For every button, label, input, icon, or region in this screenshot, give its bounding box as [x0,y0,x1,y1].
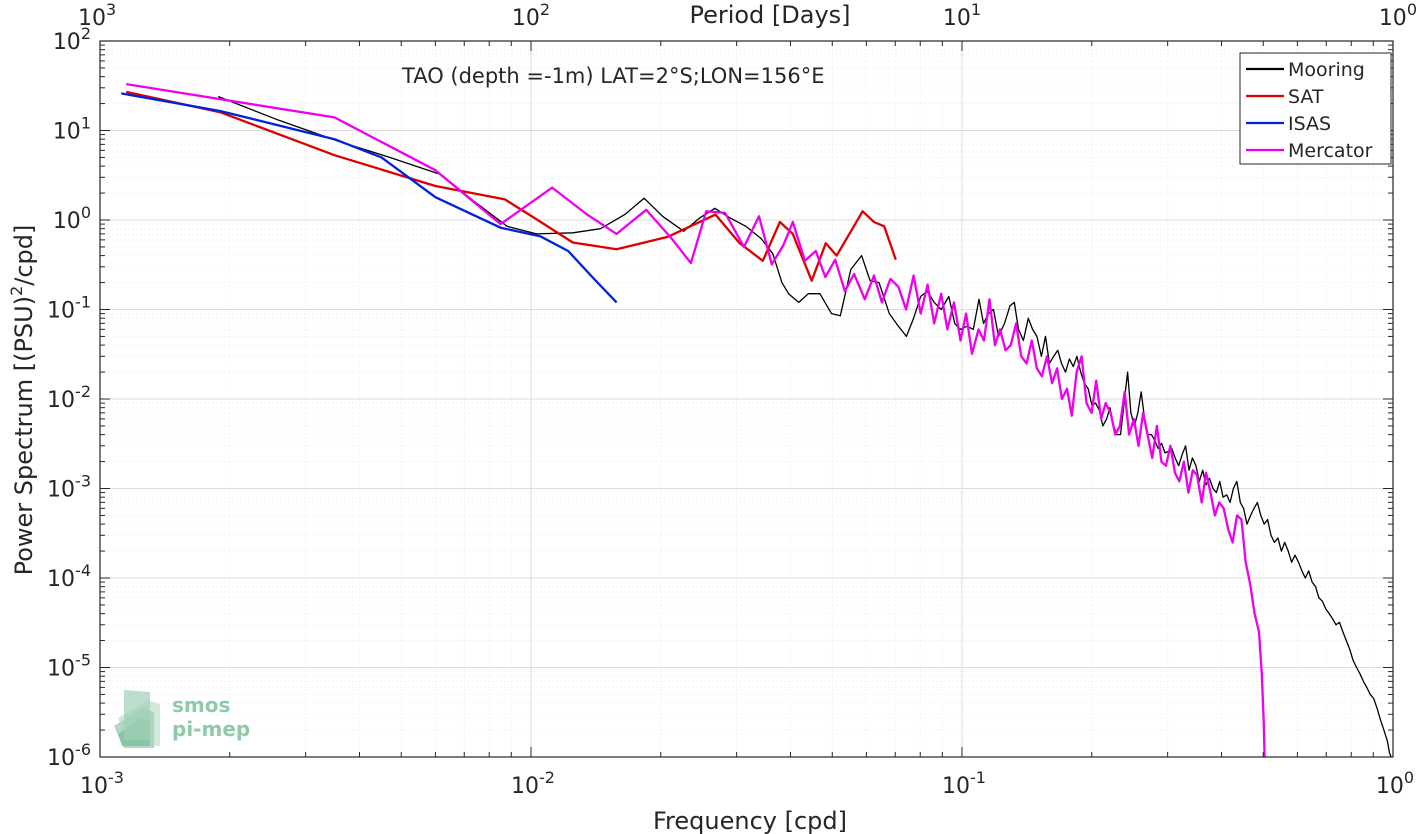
legend-label-mercator: Mercator [1288,140,1373,162]
y-axis-label-superscript: 2 [7,286,26,296]
legend-label-sat: SAT [1288,86,1324,108]
smos-pi-mep-logo: smos pi-mep [114,690,250,748]
top-tick-label-exponent: 1 [971,0,981,19]
legend-label-mooring: Mooring [1288,59,1365,81]
top-tick-label-exponent: 3 [106,0,116,19]
top-tick-label: 101 [943,0,981,31]
x-tick-label-exponent: 0 [1404,768,1414,787]
top-axis-label: Period [Days] [689,1,850,29]
y-tick-label: 10-6 [47,740,91,771]
top-tick-label: 100 [1379,0,1417,31]
series-line-isas [120,92,618,304]
x-tick-label-base: 10 [511,774,539,799]
y-axis-label-main: Power Spectrum [(PSU) [10,296,38,575]
grid [99,41,1393,758]
y-tick-label-base: 10 [47,746,75,771]
y-tick-label-exponent: -1 [75,293,91,312]
top-tick-label: 102 [512,0,550,31]
x-axis-label: Frequency [cpd] [653,807,847,834]
y-tick-label-exponent: -2 [75,382,91,401]
y-tick-label: 10-5 [47,651,91,682]
legend-label-isas: ISAS [1288,113,1331,135]
y-tick-label-exponent: 2 [81,24,91,43]
y-tick-label-base: 10 [47,388,75,413]
top-tick-label-base: 10 [78,6,106,31]
x-tick-label: 10-1 [942,768,986,799]
y-tick-label: 102 [53,24,91,55]
chart-title: TAO (depth =-1m) LAT=2°S;LON=156°E [401,64,825,88]
legend: Mooring SAT ISAS Mercator [1239,52,1392,165]
y-tick-label-base: 10 [53,120,81,145]
legend-box [1239,52,1392,165]
top-tick-label-exponent: 0 [1407,0,1417,19]
y-tick-label-base: 10 [47,567,75,592]
y-tick-label-exponent: -6 [75,740,91,759]
x-tick-label: 100 [1376,768,1414,799]
x-tick-label-exponent: -2 [539,768,555,787]
x-tick-label-exponent: -1 [970,768,986,787]
x-tick-label: 10-3 [80,768,124,799]
y-tick-label-base: 10 [47,657,75,682]
y-tick-label: 10-1 [47,293,91,324]
x-tick-label: 10-2 [511,768,555,799]
tick-marks [99,41,1394,758]
top-tick-label-base: 10 [512,6,540,31]
logo-text-pimep: pi-mep [172,717,250,741]
tick-labels: 10-3 10-2 10-1 10010210110010-110-210-310-4… [47,0,1417,799]
x-tick-label-base: 10 [80,774,108,799]
y-tick-label-exponent: -5 [75,651,91,670]
series-lines [120,82,1392,758]
x-tick-label-base: 10 [942,774,970,799]
y-tick-label-exponent: 1 [81,114,91,133]
top-tick-label-base: 10 [943,6,971,31]
top-tick-label: 103 [78,0,116,31]
y-tick-label-base: 10 [47,299,75,324]
y-tick-label-base: 10 [47,478,75,503]
top-tick-label-base: 10 [1379,6,1407,31]
top-tick-label-exponent: 2 [540,0,550,19]
y-tick-label-base: 10 [53,209,81,234]
x-tick-label-exponent: -3 [108,768,124,787]
y-tick-label-base: 10 [53,30,81,55]
y-axis-label-tail: /cpd] [10,225,38,286]
y-axis-label: Power Spectrum [(PSU)2/cpd] [7,225,38,576]
y-tick-label-exponent: 0 [81,203,91,222]
logo-text-smos: smos [172,693,230,717]
y-tick-label: 10-2 [47,382,91,413]
y-tick-label-exponent: -4 [75,561,91,580]
y-tick-label: 101 [53,114,91,145]
x-tick-label-base: 10 [1376,774,1404,799]
y-tick-label: 10-3 [47,472,91,503]
series-line-mercator [126,82,1266,758]
y-tick-label-exponent: -3 [75,472,91,491]
y-tick-label: 10-4 [47,561,91,592]
y-tick-label: 100 [53,203,91,234]
